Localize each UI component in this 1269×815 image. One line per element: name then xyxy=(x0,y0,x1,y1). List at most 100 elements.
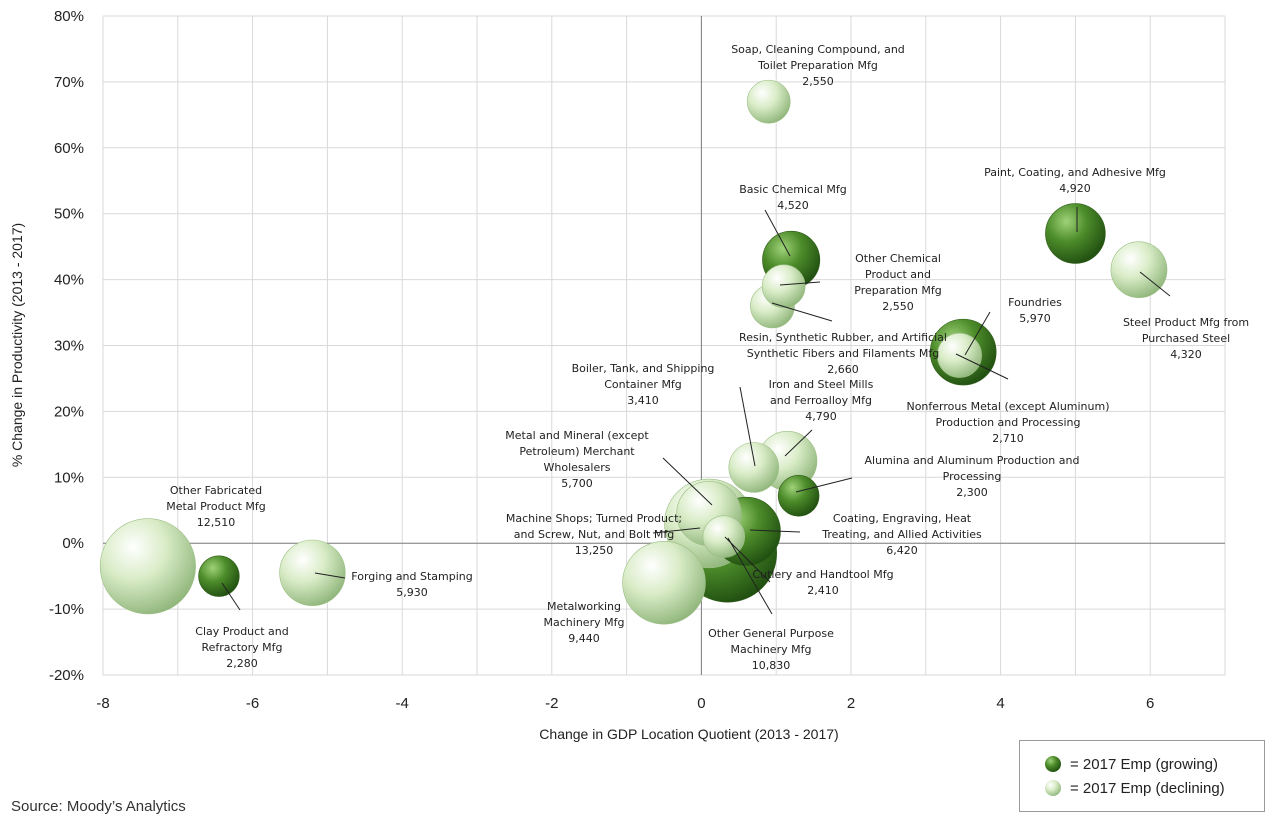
y-tick-label: 80% xyxy=(54,8,84,25)
bubble-label-line: Processing xyxy=(943,470,1002,483)
y-axis-title: % Change in Productivity (2013 - 2017) xyxy=(9,223,25,467)
bubble-label-line: Preparation Mfg xyxy=(854,284,941,297)
bubble-label-line: Purchased Steel xyxy=(1142,332,1230,345)
leader-line xyxy=(221,582,241,611)
bubble-label-line: 4,920 xyxy=(1059,182,1091,195)
y-tick-label: 60% xyxy=(54,140,84,157)
bubble-label-line: Wholesalers xyxy=(544,461,611,474)
legend: = 2017 Emp (growing) = 2017 Emp (declini… xyxy=(1019,740,1265,812)
bubble-label-line: Other Fabricated xyxy=(170,484,262,497)
leader-lines xyxy=(221,207,1171,615)
bubble-label-line: Resin, Synthetic Rubber, and Artificial xyxy=(739,331,947,344)
bubble-declining xyxy=(702,515,746,558)
bubble-label-line: Other General Purpose xyxy=(708,627,834,640)
declining-bubble-icon xyxy=(1045,780,1061,796)
leader-line xyxy=(955,353,1009,380)
bubble-label-line: 9,440 xyxy=(568,632,600,645)
bubble-label-line: Metal and Mineral (except xyxy=(505,429,649,442)
data-labels: Soap, Cleaning Compound, and Toilet Prepa… xyxy=(166,43,1249,672)
bubble-label-line: Machinery Mfg xyxy=(731,643,812,656)
bubble-label-line: Clay Product and xyxy=(195,625,288,638)
y-tick-label: 70% xyxy=(54,74,84,91)
bubble-label-line: 2,280 xyxy=(226,657,258,670)
y-tick-label: 40% xyxy=(54,272,84,289)
bubble-label: Nonferrous Metal (except Aluminum) Produc… xyxy=(906,400,1109,445)
bubble-growing xyxy=(198,555,240,597)
leader-line xyxy=(739,386,756,467)
bubble-label-line: and Screw, Nut, and Bolt Mfg xyxy=(514,528,674,541)
bubble-label-line: 2,710 xyxy=(992,432,1024,445)
bubble-label: Coating, Engraving, Heat Treating, and Al… xyxy=(821,512,982,557)
bubble-label-line: Treating, and Allied Activities xyxy=(821,528,982,541)
bubble-label-line: and Ferroalloy Mfg xyxy=(770,394,872,407)
x-tick-label: 6 xyxy=(1146,695,1154,712)
y-tick-label: 20% xyxy=(54,403,84,420)
bubble-label-line: Other Chemical xyxy=(855,252,941,265)
bubble-label-line: Petroleum) Merchant xyxy=(519,445,635,458)
x-axis-title: Change in GDP Location Quotient (2013 - … xyxy=(539,726,838,742)
bubble-label: Metalworking Machinery Mfg 9,440 xyxy=(544,600,625,645)
bubble-label-line: 6,420 xyxy=(886,544,918,557)
legend-label-growing: = 2017 Emp (growing) xyxy=(1070,755,1218,773)
leader-line xyxy=(964,311,991,356)
bubble-label-line: Refractory Mfg xyxy=(201,641,282,654)
y-tick-label: -10% xyxy=(49,601,84,618)
bubble-label-line: Alumina and Aluminum Production and xyxy=(865,454,1080,467)
bubble-label-line: Soap, Cleaning Compound, and xyxy=(731,43,905,56)
leader-line xyxy=(1139,271,1171,297)
y-tick-label: -20% xyxy=(49,667,84,684)
leader-line xyxy=(784,429,813,457)
bubble-label-line: Synthetic Fibers and Filaments Mfg xyxy=(747,347,939,360)
y-tick-label: 50% xyxy=(54,206,84,223)
bubble-label: Paint, Coating, and Adhesive Mfg 4,920 xyxy=(984,166,1166,195)
bubble-label-line: Basic Chemical Mfg xyxy=(739,183,847,196)
bubble-label: Other General Purpose Machinery Mfg 10,830 xyxy=(708,627,834,672)
bubble-label: Machine Shops; Turned Product; and Screw,… xyxy=(506,512,682,557)
bubble-label: Resin, Synthetic Rubber, and Artificial S… xyxy=(739,331,947,376)
bubble-label-line: Machine Shops; Turned Product; xyxy=(506,512,682,525)
bubble-label: Metal and Mineral (except Petroleum) Merc… xyxy=(505,429,649,490)
bubble-label: Basic Chemical Mfg 4,520 xyxy=(739,183,847,212)
bubble-label-line: 13,250 xyxy=(575,544,614,557)
leader-line xyxy=(662,457,713,506)
leader-line xyxy=(795,477,853,493)
bubble-label-line: 12,510 xyxy=(197,516,236,529)
y-tick-label: 0% xyxy=(62,535,84,552)
x-tick-label: -4 xyxy=(396,695,409,712)
bubble-declining xyxy=(99,518,196,615)
leader-line xyxy=(314,572,346,579)
bubble-declining xyxy=(746,79,791,124)
bubble-label-line: 2,410 xyxy=(807,584,839,597)
leader-line xyxy=(779,281,821,286)
bubble-label: Cutlery and Handtool Mfg 2,410 xyxy=(752,568,893,597)
tick-labels: -8 -6 -4 -2 0 2 4 6 -20% -10% 0% 10% 20% 30% 40% 50% 60%… xyxy=(49,8,1154,712)
leader-line xyxy=(652,527,701,534)
bubble-label-line: 4,520 xyxy=(777,199,809,212)
bubble-declining xyxy=(279,539,346,607)
bubble-label-line: Toilet Preparation Mfg xyxy=(757,59,878,72)
y-tick-label: 30% xyxy=(54,338,84,355)
bubble-label-line: Production and Processing xyxy=(936,416,1081,429)
legend-item-declining: = 2017 Emp (declining) xyxy=(1020,777,1225,799)
growing-bubble-icon xyxy=(1045,756,1061,772)
leader-line xyxy=(749,529,801,533)
bubble-label-line: 2,550 xyxy=(882,300,914,313)
x-tick-label: 2 xyxy=(847,695,855,712)
bubble-label-line: 4,320 xyxy=(1170,348,1202,361)
bubbles xyxy=(99,79,1168,625)
bubble-label: Clay Product and Refractory Mfg 2,280 xyxy=(195,625,288,670)
x-tick-label: -2 xyxy=(545,695,558,712)
bubble-declining xyxy=(1110,241,1168,299)
bubble-label: Soap, Cleaning Compound, and Toilet Prepa… xyxy=(731,43,905,88)
bubble-label-line: Paint, Coating, and Adhesive Mfg xyxy=(984,166,1166,179)
bubble-label: Other Chemical Product and Preparation Mfg… xyxy=(854,252,941,313)
bubble-label-line: Nonferrous Metal (except Aluminum) xyxy=(906,400,1109,413)
bubble-label-line: 5,700 xyxy=(561,477,593,490)
bubble-label-line: Steel Product Mfg from xyxy=(1123,316,1249,329)
bubble-label: Foundries 5,970 xyxy=(1008,296,1062,325)
leader-line xyxy=(727,537,773,615)
bubble-label-line: 4,790 xyxy=(805,410,837,423)
bubble-label-line: Metal Product Mfg xyxy=(166,500,265,513)
bubble-label-line: Boiler, Tank, and Shipping xyxy=(572,362,715,375)
